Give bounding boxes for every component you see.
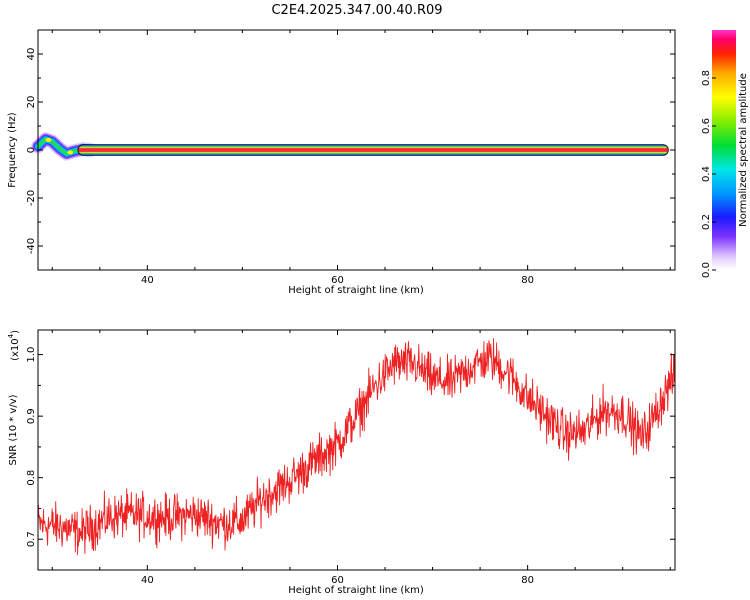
spectrogram-ytick-label: -20 <box>26 190 37 206</box>
snr-xtick-label: 60 <box>331 575 344 586</box>
snr-ytick-label: 0.9 <box>26 408 37 424</box>
figure-title: C2E4.2025.347.00.40.R09 <box>271 3 442 18</box>
spectrogram-ytick-label: 0 <box>26 147 37 153</box>
snr-xtick-label: 40 <box>141 575 154 586</box>
snr-frame <box>37 329 676 571</box>
spectrogram-band-layer <box>77 149 669 151</box>
snr-scale-note: (x104) <box>7 330 21 361</box>
spectrogram-xtick-label: 80 <box>521 275 534 286</box>
snr-plot-area <box>38 338 675 556</box>
snr-ytick-label: 0.7 <box>26 531 37 547</box>
colorbar-tick-label: 0.4 <box>701 166 712 182</box>
snr-scale-exponent: 4 <box>7 333 15 338</box>
colorbar-gradient <box>712 30 736 270</box>
snr-scale-close: ) <box>10 330 21 334</box>
snr-series-line <box>38 338 675 556</box>
snr-xlabel: Height of straight line (km) <box>288 585 424 596</box>
spectrogram-ytick-label: -40 <box>26 238 37 254</box>
colorbar-tick-label: 0.2 <box>701 214 712 230</box>
spectrogram-panel: 40 60 80 -40 -20 0 20 40 Height of straight lin… <box>7 29 676 296</box>
snr-scale-note-text: (x10 <box>10 338 21 361</box>
snr-ticks: 40 60 80 0.7 0.8 0.9 1.0 <box>26 330 675 586</box>
spectrogram-hotspot <box>45 137 52 142</box>
colorbar-tick-label: 0.6 <box>701 118 712 134</box>
spectrogram-hotspot <box>67 150 74 155</box>
spectrogram-xlabel: Height of straight line (km) <box>288 285 424 296</box>
colorbar: 0.0 0.2 0.4 0.6 0.8 Normalized spectral ampl… <box>701 30 749 278</box>
colorbar-tick-label: 0.0 <box>701 262 712 278</box>
spectrogram-ytick-label: 20 <box>26 96 37 109</box>
spectrogram-xtick-label: 60 <box>331 275 344 286</box>
spectrogram-ytick-label: 40 <box>26 48 37 61</box>
spectrogram-ticks: 40 60 80 -40 -20 0 20 40 <box>26 29 675 286</box>
snr-ytick-label: 1.0 <box>26 347 37 363</box>
colorbar-tick-label: 0.8 <box>701 70 712 86</box>
colorbar-label: Normalized spectral amplitude <box>738 73 749 227</box>
colorbar-ticks: 0.0 0.2 0.4 0.6 0.8 <box>701 70 716 278</box>
spectrogram-xtick-label: 40 <box>141 275 154 286</box>
snr-ytick-label: 0.8 <box>26 470 37 486</box>
spectrogram-band-outline <box>77 144 669 156</box>
spectrogram-ylabel: Frequency (Hz) <box>7 112 18 188</box>
snr-xtick-label: 80 <box>521 575 534 586</box>
spectrogram-plot-area <box>31 132 669 161</box>
snr-ylabel: SNR (10 * v/v) <box>8 394 19 465</box>
snr-panel: 40 60 80 0.7 0.8 0.9 1.0 Height of straight li… <box>7 329 676 596</box>
svg-text:(x104): (x104) <box>7 330 21 361</box>
